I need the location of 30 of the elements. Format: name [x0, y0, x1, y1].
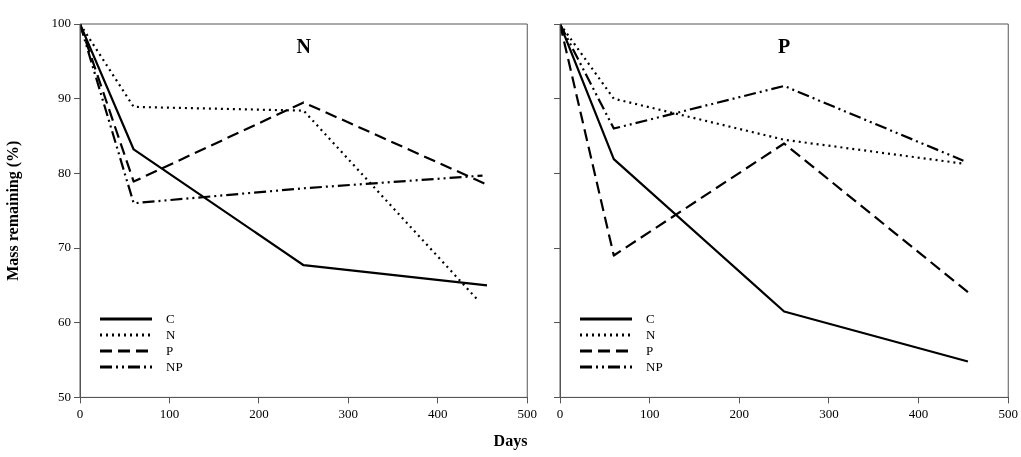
y-tick-label: 70: [58, 239, 71, 255]
x-axis-title: Days: [492, 432, 529, 450]
x-tick-label: 300: [819, 405, 839, 421]
legend-label: P: [166, 343, 174, 360]
x-tick-label: 400: [908, 405, 929, 421]
y-axis-title: Mass remaining (%): [3, 140, 22, 281]
x-tick-label: 0: [76, 405, 84, 421]
text: P: [778, 35, 791, 58]
x-tick-label: 300: [338, 405, 359, 421]
x-tick-label: 200: [729, 405, 750, 421]
legend-label: C: [646, 311, 655, 328]
y-tick-label: 100: [51, 15, 71, 31]
x-tick-label: 500: [517, 405, 537, 421]
legend-label: N: [646, 327, 656, 344]
x-tick-label: 500: [998, 405, 1018, 421]
y-tick-label: 50: [58, 388, 71, 404]
y-tick-label: 80: [58, 164, 71, 180]
legend-label: NP: [646, 359, 663, 376]
y-tick-label: 90: [58, 90, 71, 106]
legend-label: C: [166, 311, 175, 328]
legend-label: NP: [166, 359, 183, 376]
legend-label: P: [646, 343, 654, 360]
x-tick-label: 0: [556, 405, 564, 421]
text: N: [296, 35, 312, 58]
y-tick-label: 60: [58, 314, 71, 330]
x-tick-label: 100: [639, 405, 660, 421]
x-tick-label: 400: [428, 405, 448, 421]
x-tick-label: 100: [159, 405, 180, 421]
legend-label: N: [166, 327, 176, 344]
x-tick-label: 200: [249, 405, 269, 421]
